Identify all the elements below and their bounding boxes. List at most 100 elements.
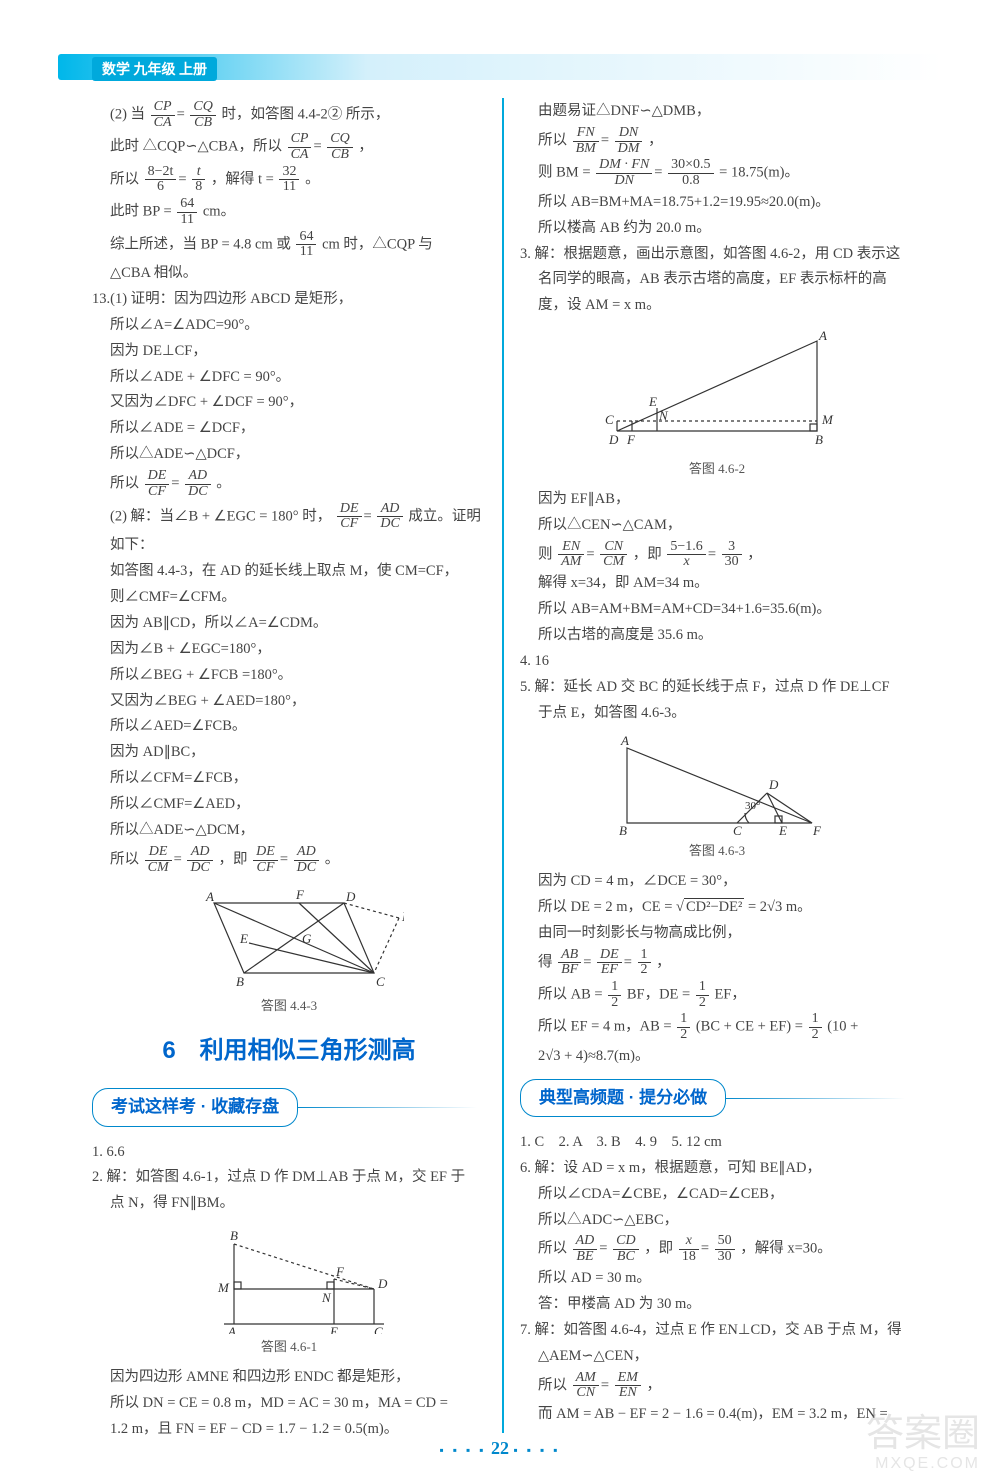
text: 所以 [538, 1377, 567, 1393]
text-line: 3. 解：根据题意，画出示意图，如答图 4.6-2，用 CD 表示这 [520, 243, 914, 267]
svg-text:B: B [815, 432, 823, 447]
fraction: DNDM [615, 126, 643, 156]
svg-text:G: G [302, 931, 312, 946]
svg-text:C: C [376, 974, 385, 989]
diagram-svg: A B C D E F M N [174, 1224, 404, 1334]
header-label: 数学 九年级 上册 [92, 57, 217, 81]
text-line: 所以∠CMF=∠AED， [92, 793, 486, 817]
diagram-caption: 答图 4.6-2 [520, 458, 914, 479]
text-line: 所以∠CDA=∠CBE，∠CAD=∠CEB， [520, 1183, 914, 1207]
text-line: 所以古塔的高度是 35.6 m。 [520, 624, 914, 648]
text-line: 综上所述，当 BP = 4.8 cm 或 6411 cm 时，△CQP 与 [92, 230, 486, 260]
diagram-caption: 答图 4.4-3 [92, 995, 486, 1016]
text-line: 则∠CMF=∠CFM。 [92, 586, 486, 610]
text: 所以 AB = [538, 987, 606, 1003]
column-divider [502, 98, 504, 1433]
fraction: FNBM [573, 126, 599, 156]
text-line: 所以 FNBM= DNDM ， [520, 126, 914, 156]
text-line: 4. 16 [520, 650, 914, 674]
text-line: 而 AM = AB − EF = 2 − 1.6 = 0.4(m)，EM = 3… [520, 1403, 914, 1427]
svg-text:B: B [236, 974, 244, 989]
text-line: 所以∠A=∠ADC=90°。 [92, 314, 486, 338]
text-line: 所以△CEN∽△CAM， [520, 514, 914, 538]
text: 时，如答图 4.4-2② 所示， [221, 107, 389, 123]
text: cm 时，△CQP 与 [322, 236, 433, 252]
fraction: CPCA [288, 132, 312, 162]
fraction: 12 [809, 1012, 822, 1042]
text-line: 所以△ADC∽△EBC， [520, 1209, 914, 1233]
text: ， [747, 546, 762, 562]
text: 所以 DE = 2 m，CE = [538, 899, 676, 915]
text-line: 所以 AB = 12 BF，DE = 12 EF， [520, 980, 914, 1010]
svg-text:D: D [608, 432, 619, 447]
text: 所以 [110, 171, 139, 187]
text-line: 度，设 AM = x m。 [520, 294, 914, 318]
svg-text:D: D [345, 889, 356, 904]
text: 。 [216, 476, 231, 492]
text: EF， [714, 987, 745, 1003]
text: ，解得 t = [211, 171, 274, 187]
text-line: 1. C 2. A 3. B 4. 9 5. 12 cm [520, 1131, 914, 1155]
text-line: (2) 解：当∠B + ∠EGC = 180° 时， DECF= ADDC 成立… [92, 502, 486, 532]
diagram-svg: A B C D E F G M [174, 883, 404, 993]
text: 所以 [538, 1241, 567, 1257]
svg-text:N: N [658, 408, 669, 423]
diagram-caption: 答图 4.6-3 [520, 840, 914, 861]
svg-text:E: E [239, 931, 248, 946]
svg-text:F: F [812, 823, 822, 838]
text-line: 如下： [92, 534, 486, 558]
text-line: 6. 解：设 AD = x m，根据题意，可知 BE∥AD， [520, 1157, 914, 1181]
text: 则 [538, 546, 553, 562]
text-line: 又因为∠BEG + ∠AED=180°， [92, 690, 486, 714]
section-title: 6 利用相似三角形测高 [92, 1031, 486, 1071]
fraction: AMCN [573, 1371, 599, 1401]
fraction: ADDC [187, 845, 212, 875]
fraction: 5030 [715, 1234, 735, 1264]
text: ，即 [644, 1241, 673, 1257]
fraction: EMEN [615, 1371, 641, 1401]
text-line: 5. 解：延长 AD 交 BC 的延长线于点 F，过点 D 作 DE⊥CF [520, 676, 914, 700]
fraction: 12 [677, 1012, 690, 1042]
fraction: x18 [679, 1234, 699, 1264]
fraction: CDBC [613, 1234, 638, 1264]
fraction: DEEF [597, 948, 622, 978]
text-line: 所以△ADE∽△DCM， [92, 819, 486, 843]
text-line: 所以 AD = 30 m。 [520, 1267, 914, 1291]
fraction: CNCM [600, 540, 627, 570]
text-line: 因为 AB∥CD，所以∠A=∠CDM。 [92, 612, 486, 636]
text-line: 由同一时刻影长与物高成比例， [520, 922, 914, 946]
text: ，即 [633, 546, 662, 562]
diagram-svg: A B C D E F M N [587, 326, 847, 456]
svg-text:D: D [768, 777, 779, 792]
text-line: 所以∠ADE = ∠DCF， [92, 417, 486, 441]
text: 所以 [538, 132, 567, 148]
fraction: 12 [696, 980, 709, 1010]
text-line: 因为 CD = 4 m，∠DCE = 30°， [520, 870, 914, 894]
svg-text:N: N [321, 1290, 332, 1305]
text: = 2√3 m。 [748, 899, 812, 915]
text-line: 因为 EF∥AB， [520, 488, 914, 512]
text: BF，DE = [627, 987, 694, 1003]
fraction: 30×0.50.8 [668, 158, 713, 188]
fraction: ADDC [185, 469, 210, 499]
svg-text:M: M [821, 412, 834, 427]
fraction: 3211 [279, 165, 299, 195]
text-line: 所以楼高 AB 约为 20.0 m。 [520, 217, 914, 241]
text: 此时 △CQP∽△CBA，所以 [110, 139, 282, 155]
watermark-small: MXQE.COM [866, 1455, 980, 1473]
text: ， [647, 1377, 662, 1393]
fraction: DECF [253, 845, 278, 875]
fraction: 5−1.6x [667, 540, 705, 570]
text: = 18.75(m)。 [719, 165, 799, 181]
text: (10 + [827, 1019, 858, 1035]
fraction: ADDC [294, 845, 319, 875]
fraction: DECM [145, 845, 172, 875]
page-number: ▪ ▪ ▪ ▪ 22 ▪ ▪ ▪ ▪ [0, 1438, 1000, 1459]
fraction: DM · FNDN [596, 158, 652, 188]
text: (2) 解：当∠B + ∠EGC = 180° 时， [110, 508, 331, 524]
svg-text:F: F [335, 1264, 345, 1279]
fraction: CPCA [151, 100, 175, 130]
text-line: 所以 DE = 2 m，CE = √CD²−DE² = 2√3 m。 [520, 896, 914, 920]
fraction: 330 [722, 540, 742, 570]
text-line: (2) 当 CPCA= CQCB 时，如答图 4.4-2② 所示， [92, 100, 486, 130]
